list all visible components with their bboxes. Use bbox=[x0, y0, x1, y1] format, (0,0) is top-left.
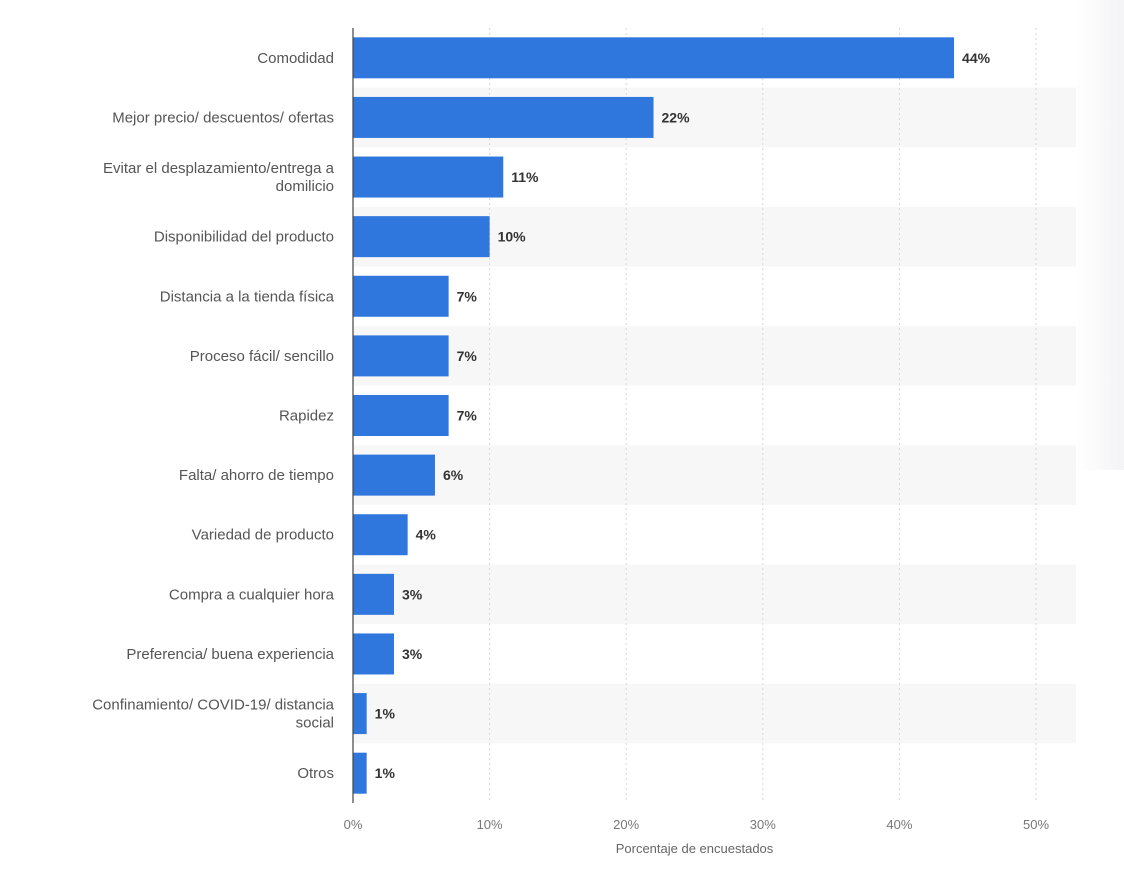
value-label: 1% bbox=[375, 765, 396, 781]
category-label: Mejor precio/ descuentos/ ofertas bbox=[112, 109, 334, 126]
value-label: 10% bbox=[498, 229, 527, 245]
value-label: 4% bbox=[416, 527, 437, 543]
bar bbox=[353, 573, 394, 615]
category-label: Falta/ ahorro de tiempo bbox=[179, 467, 334, 484]
value-label: 44% bbox=[962, 50, 991, 66]
row-stripe bbox=[353, 445, 1076, 505]
bar bbox=[353, 633, 394, 675]
value-label: 1% bbox=[375, 706, 396, 722]
category-label: Distancia a la tienda física bbox=[160, 288, 335, 305]
x-tick-label: 40% bbox=[886, 817, 912, 832]
bar bbox=[353, 335, 449, 377]
category-label: Otros bbox=[297, 765, 334, 782]
value-label: 7% bbox=[457, 408, 478, 424]
category-label: Comodidad bbox=[257, 50, 334, 67]
value-label: 22% bbox=[662, 109, 691, 125]
category-labels: Comodidad Mejor precio/ descuentos/ ofert… bbox=[92, 50, 334, 782]
bar bbox=[353, 37, 955, 79]
bars bbox=[353, 37, 955, 794]
category-label: Preferencia/ buena experiencia bbox=[126, 646, 334, 663]
category-label: Variedad de producto bbox=[192, 527, 334, 544]
row-stripes bbox=[353, 87, 1076, 744]
value-label: 7% bbox=[457, 348, 478, 364]
value-label: 6% bbox=[443, 467, 464, 483]
bar bbox=[353, 156, 504, 198]
bar bbox=[353, 395, 449, 436]
x-tick-label: 50% bbox=[1023, 817, 1049, 832]
bar bbox=[353, 216, 490, 258]
category-label: Confinamiento/ COVID-19/ distancia social bbox=[92, 697, 334, 732]
x-tick-label: 10% bbox=[477, 817, 503, 832]
x-tick-labels: 0% 10% 20% 30% 40% 50% bbox=[344, 817, 1050, 832]
value-labels: 44% 22% 11% 10% 7% 7% 7% 6% 4% 3% 3% 1% 1% bbox=[375, 50, 991, 781]
value-label: 3% bbox=[402, 586, 423, 602]
x-tick-label: 0% bbox=[344, 817, 363, 832]
bar bbox=[353, 752, 367, 794]
category-label: Evitar el desplazamiento/entrega a domili… bbox=[103, 160, 335, 195]
category-label: Disponibilidad del producto bbox=[154, 229, 334, 246]
value-label: 11% bbox=[511, 169, 539, 185]
grid-lines bbox=[489, 28, 1037, 803]
x-axis-title: Porcentaje de encuestados bbox=[616, 841, 774, 856]
category-label: Rapidez bbox=[279, 408, 334, 425]
bar bbox=[353, 454, 435, 496]
value-label: 3% bbox=[402, 646, 423, 662]
x-tick-label: 20% bbox=[613, 817, 639, 832]
row-stripe bbox=[353, 683, 1076, 744]
bar bbox=[353, 693, 367, 735]
bar bbox=[353, 514, 408, 556]
bar bbox=[353, 275, 449, 317]
category-label: Proceso fácil/ sencillo bbox=[190, 348, 334, 365]
x-tick-label: 30% bbox=[750, 817, 776, 832]
row-stripe bbox=[353, 326, 1076, 386]
category-label: Compra a cualquier hora bbox=[169, 586, 335, 603]
bar bbox=[353, 96, 654, 138]
value-label: 7% bbox=[457, 288, 478, 304]
row-stripe bbox=[353, 564, 1076, 625]
right-edge-fade bbox=[1076, 0, 1124, 470]
